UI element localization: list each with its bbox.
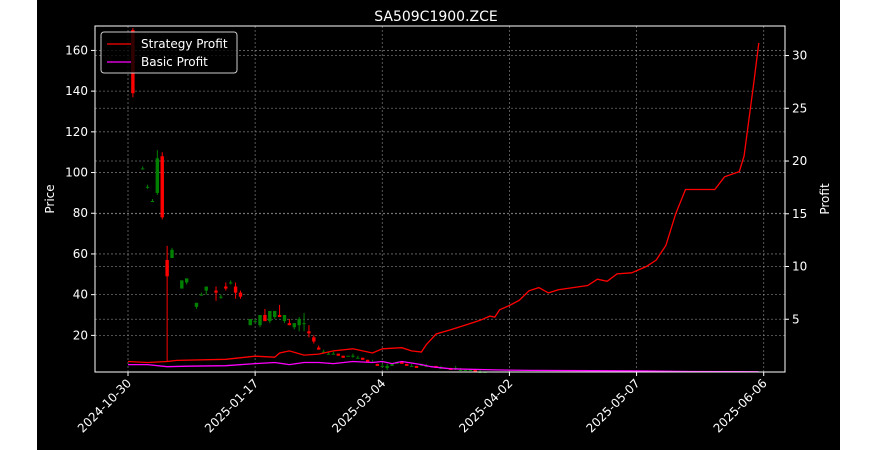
x-tick-label: 2025-06-06	[711, 376, 770, 435]
chart-figure: SA509C1900.ZCE 2024-10-30 2025-01-17 2025-…	[37, 0, 840, 450]
candle-body	[140, 168, 145, 170]
x-tick-label: 2025-05-07	[583, 376, 642, 435]
candle-body	[287, 323, 292, 326]
candle-body	[385, 365, 389, 368]
candle-body	[405, 363, 409, 366]
y-right-tick-label: 30	[792, 49, 807, 63]
y-left-tick-label: 120	[65, 125, 88, 139]
strategy-profit-line	[127, 42, 760, 364]
candle-body	[468, 369, 472, 371]
candle-body	[165, 260, 169, 277]
y-right-tick-label: 15	[792, 207, 807, 221]
candle-body	[160, 156, 164, 218]
candle-body	[312, 337, 316, 342]
candle-body	[346, 355, 350, 357]
y-left-tick-label: 80	[73, 206, 88, 220]
y-axis-label-right: Profit	[818, 183, 832, 215]
candle-body	[273, 310, 277, 318]
candle-body	[258, 315, 262, 326]
basic-profit-line	[128, 360, 759, 373]
y-right-tick-label: 5	[792, 312, 800, 326]
legend-label-strategy: Strategy Profit	[141, 37, 228, 51]
candle-body	[238, 292, 243, 297]
x-tick-label: 2025-04-02	[456, 376, 515, 435]
candle-body	[336, 353, 340, 356]
candle-body	[458, 369, 463, 371]
candles	[131, 28, 487, 373]
legend-label-basic: Basic Profit	[141, 55, 208, 69]
y-left-tick-label: 140	[65, 84, 88, 98]
y-left-tick-label: 40	[73, 288, 88, 302]
candle-body	[302, 323, 306, 325]
candle-body	[307, 331, 311, 334]
y-left-tick-label: 20	[73, 328, 88, 342]
candle-body	[414, 365, 419, 368]
candle-body	[150, 201, 155, 203]
candle-body	[380, 365, 384, 367]
candle-body	[253, 321, 257, 323]
profit-lines	[127, 42, 760, 373]
candle-body	[219, 296, 223, 298]
legend: Strategy Profit Basic Profit	[100, 31, 238, 74]
candle-body	[390, 363, 394, 366]
candle-body	[199, 294, 204, 296]
candle-body	[409, 365, 414, 367]
candle-body	[326, 353, 331, 355]
candle-body	[268, 310, 272, 322]
chart-title: SA509C1900.ZCE	[374, 9, 498, 25]
candle-body	[473, 369, 477, 372]
candle-body	[224, 286, 228, 289]
candle-body	[439, 367, 443, 369]
candle-body	[297, 319, 301, 326]
candle-body	[228, 282, 233, 284]
axes	[94, 25, 786, 373]
legend-box	[100, 31, 238, 74]
candle-body	[321, 351, 326, 353]
candle-body	[400, 361, 404, 364]
candle-body	[317, 347, 321, 350]
candle-body	[331, 353, 336, 355]
candle-body	[341, 355, 345, 358]
candle-body	[248, 319, 252, 326]
y-left-tick-label: 100	[65, 166, 88, 180]
candle-body	[277, 315, 282, 318]
candle-body	[365, 359, 370, 362]
y-axis-label-left: Price	[43, 184, 57, 213]
candle-body	[204, 286, 208, 291]
y-right-tick-label: 25	[792, 101, 807, 115]
candle-body	[214, 290, 218, 293]
candle-body	[361, 357, 365, 360]
candle-body	[233, 286, 238, 293]
x-tick-label: 2024-10-30	[75, 376, 134, 435]
candle-body	[375, 363, 380, 366]
candle-body	[194, 302, 199, 307]
plot-frame	[94, 25, 786, 373]
candle-body	[424, 365, 428, 367]
candle-body	[184, 278, 189, 283]
candle-body	[263, 315, 267, 322]
candle-body	[356, 357, 360, 359]
candle-body	[292, 323, 296, 328]
candle-body	[351, 355, 355, 357]
y-left-tick-label: 60	[73, 247, 88, 261]
y-right-tick-label: 10	[792, 260, 807, 274]
y-right-tick-label: 20	[792, 154, 807, 168]
grid	[95, 26, 785, 372]
candle-body	[282, 315, 287, 322]
candle-body	[155, 158, 160, 193]
y-left-tick-label: 160	[65, 43, 88, 57]
candle-body	[145, 186, 150, 188]
x-tick-label: 2025-01-17	[202, 376, 261, 435]
x-tick-label: 2025-03-04	[329, 376, 388, 435]
chart-svg: SA509C1900.ZCE 2024-10-30 2025-01-17 2025-…	[43, 9, 832, 435]
candle-body	[170, 249, 174, 259]
ticks: 2024-10-30 2025-01-17 2025-03-04 2025-04-02…	[65, 43, 807, 435]
candle-body	[180, 280, 184, 289]
candle-body	[463, 369, 468, 371]
